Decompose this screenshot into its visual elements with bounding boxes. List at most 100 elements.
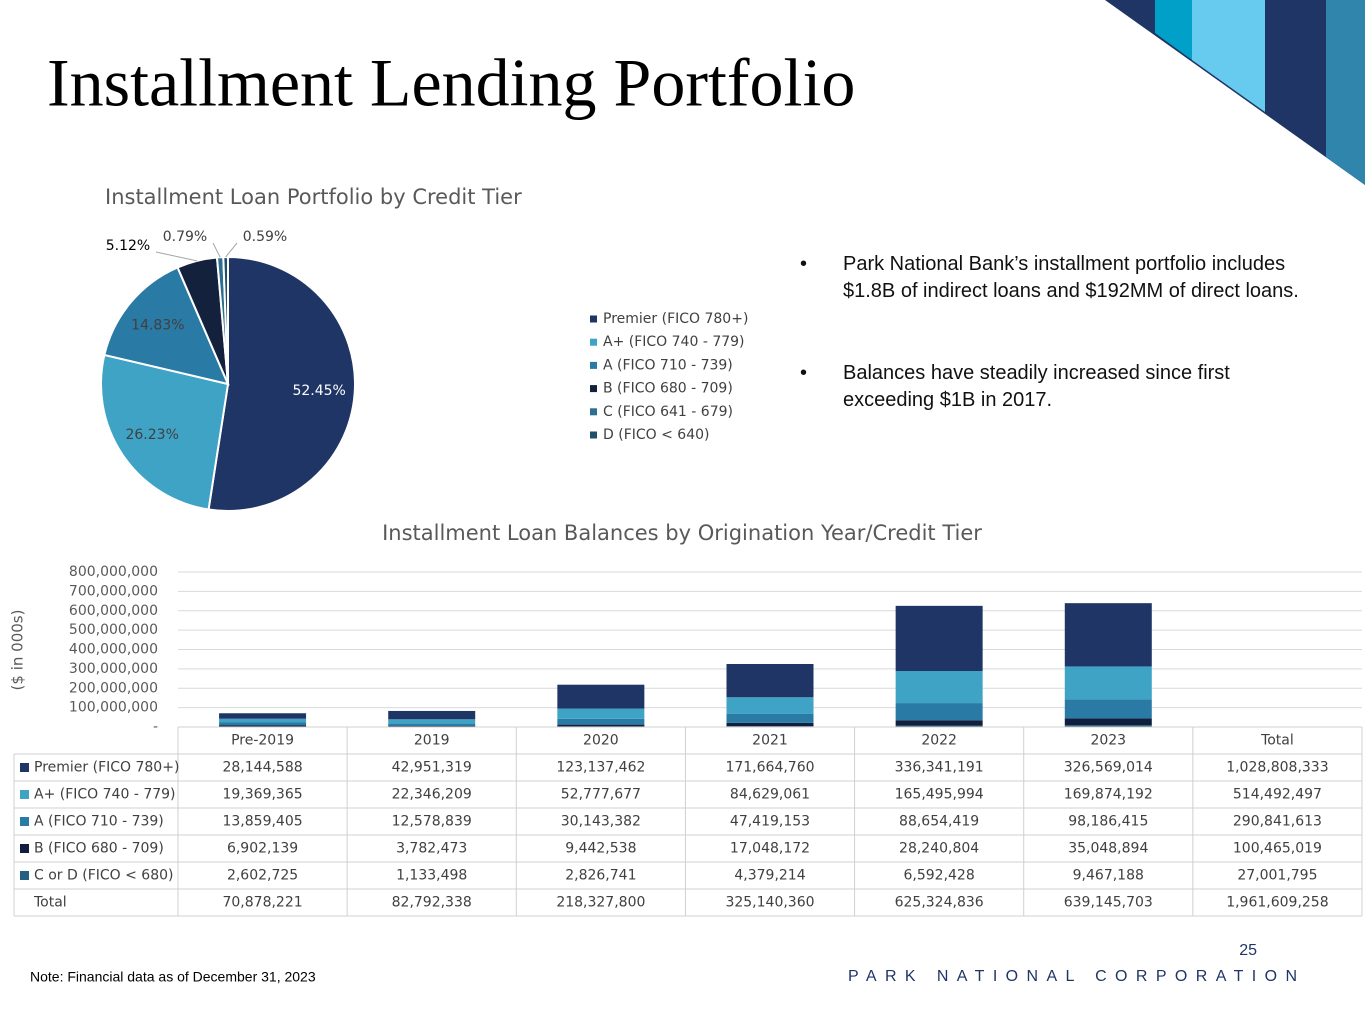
slide-title: Installment Lending Portfolio <box>47 45 855 121</box>
table-cell: 3,782,473 <box>396 841 467 857</box>
table-cell: 171,664,760 <box>725 760 814 776</box>
legend-swatch <box>590 408 597 416</box>
legend-label: Premier (FICO 780+) <box>34 760 179 776</box>
bar-segment <box>1064 718 1152 726</box>
bar-title: Installment Loan Balances by Origination… <box>382 521 982 545</box>
pie-title: Installment Loan Portfolio by Credit Tie… <box>105 185 522 209</box>
table-cell: 1,028,808,333 <box>1226 760 1328 776</box>
bar-segment <box>726 697 814 714</box>
y-tick-label: 700,000,000 <box>69 583 158 599</box>
legend-swatch <box>590 338 597 346</box>
x-tick-label: 2023 <box>1090 733 1126 749</box>
table-cell: 1,961,609,258 <box>1226 895 1328 911</box>
table-cell: 290,841,613 <box>1233 814 1322 830</box>
legend-label: A+ (FICO 740 - 779) <box>603 334 745 350</box>
corner-decoration <box>1326 0 1365 185</box>
legend-swatch <box>590 385 597 393</box>
legend-label: B (FICO 680 - 709) <box>34 841 164 857</box>
legend-swatch <box>20 844 29 853</box>
table-cell: 639,145,703 <box>1064 895 1153 911</box>
table-cell: 47,419,153 <box>730 814 810 830</box>
bar-segment <box>895 605 983 672</box>
table-cell: 22,346,209 <box>392 787 472 803</box>
bar-segment <box>895 725 983 727</box>
y-tick-label: 100,000,000 <box>69 700 158 716</box>
leader-line <box>212 242 221 258</box>
legend-label: B (FICO 680 - 709) <box>603 381 733 397</box>
x-tick-label: 2020 <box>583 733 619 749</box>
table-cell: 17,048,172 <box>730 841 810 857</box>
legend-swatch <box>20 763 29 772</box>
x-tick-label: Pre-2019 <box>231 733 294 749</box>
bullet-dot: • <box>800 362 808 384</box>
y-tick-label: 500,000,000 <box>69 622 158 638</box>
leader-line <box>225 242 238 258</box>
x-tick-label: 2021 <box>752 733 788 749</box>
bar-segment <box>1064 725 1152 727</box>
bar-segment <box>1064 603 1152 667</box>
bar-segment <box>388 726 476 727</box>
x-tick-label: 2022 <box>921 733 957 749</box>
pie-value-label: 0.79% <box>163 229 207 245</box>
y-tick-label: 400,000,000 <box>69 642 158 658</box>
bar-segment <box>726 664 814 698</box>
table-cell: 336,341,191 <box>895 760 984 776</box>
legend-swatch <box>20 790 29 799</box>
legend-swatch <box>20 817 29 826</box>
bullet-text: Balances have steadily increased since f… <box>843 362 1230 411</box>
table-cell: 30,143,382 <box>561 814 641 830</box>
y-tick-label: 200,000,000 <box>69 680 158 696</box>
legend-label: D (FICO < 640) <box>603 427 709 443</box>
corner-decoration <box>1192 0 1265 112</box>
corner-decoration <box>1155 0 1192 60</box>
table-cell: 6,902,139 <box>227 841 298 857</box>
bar-segment <box>726 713 814 723</box>
legend-label: C (FICO 641 - 679) <box>603 404 733 420</box>
table-cell: 2,602,725 <box>227 868 298 884</box>
table-cell: 70,878,221 <box>222 895 302 911</box>
y-tick-label: - <box>153 719 158 735</box>
bar-segment <box>557 708 645 719</box>
table-cell: 514,492,497 <box>1233 787 1322 803</box>
table-cell: 28,144,588 <box>222 760 302 776</box>
bar-segment <box>388 723 476 727</box>
table-cell: 1,133,498 <box>396 868 467 884</box>
y-axis-label: ($ in 000s) <box>9 610 27 691</box>
pie-value-label: 0.59% <box>243 229 287 245</box>
legend-label: Premier (FICO 780+) <box>603 311 748 327</box>
table-cell: 84,629,061 <box>730 787 810 803</box>
bar-segment <box>219 713 307 719</box>
y-tick-label: 600,000,000 <box>69 603 158 619</box>
table-cell: 35,048,894 <box>1068 841 1148 857</box>
table-cell: 169,874,192 <box>1064 787 1153 803</box>
legend-swatch <box>590 431 597 439</box>
table-cell: 42,951,319 <box>392 760 472 776</box>
table-cell: 165,495,994 <box>895 787 984 803</box>
bar-segment <box>895 671 983 704</box>
table-cell: 82,792,338 <box>392 895 472 911</box>
pie-value-label: 5.12% <box>106 238 150 254</box>
legend-swatch <box>20 871 29 880</box>
x-tick-label: 2019 <box>414 733 450 749</box>
table-cell: 625,324,836 <box>895 895 984 911</box>
pie-slice <box>207 255 356 512</box>
bar-segment <box>219 722 307 726</box>
table-cell: 100,465,019 <box>1233 841 1322 857</box>
table-cell: 218,327,800 <box>556 895 645 911</box>
table-cell: 88,654,419 <box>899 814 979 830</box>
legend-label: A (FICO 710 - 739) <box>34 814 164 830</box>
leader-line <box>155 251 197 262</box>
bullet: • Balances have steadily increased since … <box>800 360 1320 414</box>
pie-value-label: 26.23% <box>125 427 178 443</box>
legend-label: C or D (FICO < 680) <box>34 868 173 884</box>
bullet: • Park National Bank’s installment portfo… <box>800 251 1320 305</box>
bar-segment <box>895 720 983 726</box>
table-cell: 2,826,741 <box>565 868 636 884</box>
legend-label: A (FICO 710 - 739) <box>603 357 733 373</box>
legend-label: A+ (FICO 740 - 779) <box>34 787 176 803</box>
bar-segment <box>726 722 814 727</box>
x-tick-label: Total <box>1260 733 1294 749</box>
pie-value-label: 14.83% <box>131 317 184 333</box>
